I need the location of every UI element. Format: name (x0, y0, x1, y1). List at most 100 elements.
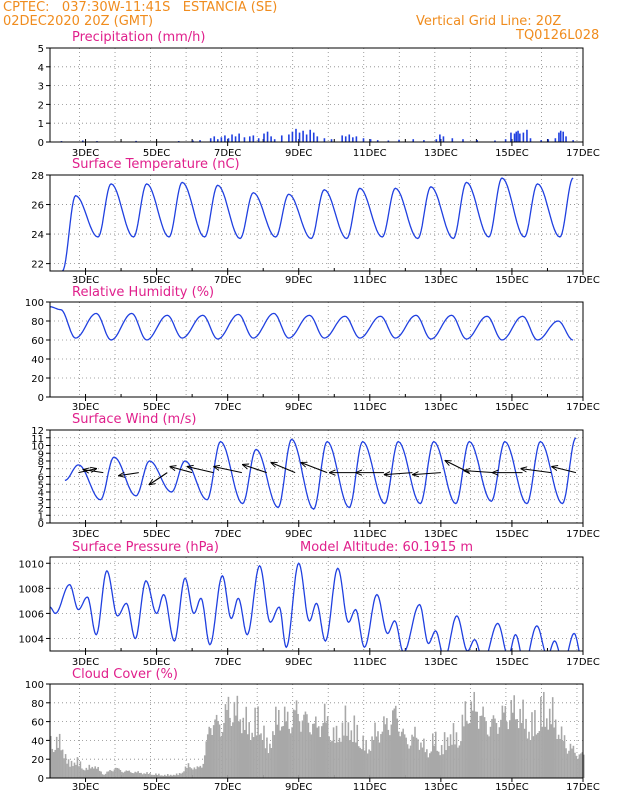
cloud-bar (550, 724, 553, 778)
y-tick-label: 80 (31, 317, 44, 328)
wind-vector (552, 467, 577, 474)
cloud-bar (323, 703, 326, 778)
precip-bar (554, 138, 557, 142)
y-tick-label: 3 (38, 496, 44, 507)
x-tick-label: 15DEC (495, 529, 529, 540)
cloud-bar (249, 740, 252, 778)
cloud-bar (155, 773, 157, 778)
precip-bar (243, 137, 246, 142)
x-tick-label: 5DEC (143, 275, 170, 286)
cloud-bar (243, 729, 246, 778)
cloud-bar (116, 767, 119, 778)
cloud-bar (316, 727, 319, 778)
panel-title: Cloud Cover (%) (72, 667, 178, 682)
panel-title: Precipitation (mm/h) (72, 30, 205, 45)
precip-bar (234, 136, 237, 142)
cloud-bar (495, 723, 498, 778)
y-tick-label: 100 (25, 298, 44, 309)
cloud-bar (215, 714, 218, 778)
cloud-bar (463, 726, 465, 778)
cloud-bar (223, 723, 225, 778)
cloud-bar (270, 747, 273, 778)
cloud-bar (517, 728, 520, 778)
precip-bar (547, 139, 550, 142)
cloud-bar (82, 769, 85, 778)
panel-frame (49, 174, 584, 272)
cloud-bar (454, 744, 456, 778)
cloud-bar (387, 729, 390, 778)
precip-bar (522, 132, 525, 142)
cloud-bar (303, 714, 305, 778)
cloud-bar (522, 699, 524, 778)
cloud-bar (338, 737, 341, 778)
cloud-bar (414, 726, 416, 778)
cloud-bar (433, 745, 436, 778)
cloud-bar (354, 742, 357, 778)
cloud-bar (417, 739, 419, 778)
cloud-bar (205, 741, 208, 778)
cloud-bar (516, 719, 518, 778)
cloud-bar (238, 721, 240, 778)
cloud-bar (126, 770, 129, 778)
cloud-bar (52, 752, 55, 778)
cloud-bar (198, 767, 200, 778)
cloud-bar (556, 739, 558, 778)
cloud-bar (415, 737, 418, 778)
cloud-bar (260, 733, 262, 778)
cloud-bar (166, 774, 169, 778)
cloud-bar (363, 750, 366, 778)
cloud-bar (153, 774, 156, 778)
cloud-bar (477, 728, 480, 778)
cloud-bar (368, 749, 370, 778)
cloud-bar (503, 712, 505, 778)
cloud-bar (408, 748, 410, 778)
precip-bar (263, 133, 265, 142)
cloud-bar (474, 711, 477, 778)
precip-bar (451, 138, 454, 142)
cloud-bar (389, 735, 391, 778)
x-tick-label: 13DEC (424, 148, 458, 159)
cloud-bar (125, 770, 128, 778)
y-tick-label: 12 (31, 426, 44, 437)
cloud-bar (292, 709, 295, 778)
x-tick-label: 11DEC (353, 657, 387, 668)
precip-bar (355, 136, 358, 142)
y-tick-label: 5 (38, 44, 44, 55)
cloud-bar (239, 719, 242, 778)
cloud-bar (214, 719, 216, 778)
cloud-bar (451, 744, 453, 778)
cloud-bar (583, 754, 585, 778)
cloud-bar (98, 770, 101, 778)
cloud-bar (254, 707, 256, 778)
cloud-bar (161, 775, 163, 778)
cloud-bar (377, 731, 379, 778)
cloud-bar (240, 733, 243, 778)
cloud-bar (264, 748, 267, 778)
cloud-bar (360, 749, 363, 778)
cloud-bar (390, 724, 393, 778)
cloud-bar (310, 734, 313, 778)
header-date: 02DEC2020 20Z (GMT) (3, 14, 154, 29)
cloud-bar (306, 714, 308, 778)
cloud-bar (101, 774, 104, 778)
cloud-bar (70, 760, 73, 778)
x-tick-label: 13DEC (424, 529, 458, 540)
cloud-bar (565, 748, 567, 778)
cloud-bar (537, 732, 539, 778)
cloud-bar (574, 752, 576, 778)
cloud-bar (329, 741, 332, 778)
precip-bar (369, 139, 372, 142)
cloud-bar (378, 742, 381, 778)
x-tick-label: 3DEC (72, 657, 99, 668)
cloud-bar (195, 769, 197, 778)
cloud-bar (208, 726, 210, 778)
wind-vector (464, 471, 495, 473)
wind-vector (271, 463, 296, 474)
cloud-bar (506, 721, 508, 778)
cloud-bar (278, 709, 280, 778)
y-tick-label: 22 (31, 260, 44, 271)
cloud-bar (544, 726, 547, 778)
x-tick-label: 11DEC (353, 402, 387, 413)
cloud-bar (528, 731, 530, 778)
